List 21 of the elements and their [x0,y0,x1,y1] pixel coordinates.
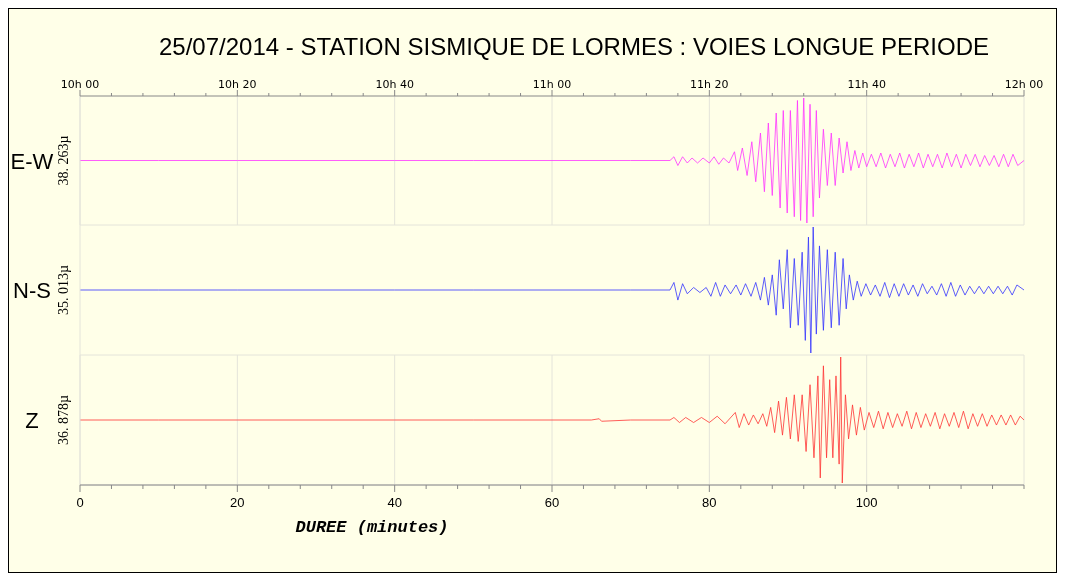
series-label: Z [25,408,39,433]
x-tick-label: 40 [387,495,402,510]
x-tick-label: 60 [544,495,560,510]
y-axis-title: 38. 263µ [56,135,71,186]
x2-tick-label: 12h 00 [1004,78,1044,91]
series-label: E-W [10,148,54,174]
y-axis-title: 36. 878µ [56,394,71,446]
series-label: N-S [13,278,51,303]
x-tick-label: 100 [855,495,878,510]
x2-tick-label: 11h 40 [847,78,886,91]
x2-tick-label: 10h 40 [375,78,414,91]
x-tick-label: 20 [230,495,245,510]
x2-tick-label: 11h 00 [532,78,572,91]
x-axis-title: DUREE (minutes) [295,518,449,537]
x-tick-label: 0 [76,495,84,510]
y-axis-title: 35. 013µ [56,264,71,316]
x2-tick-label: 10h 00 [60,78,100,91]
x2-tick-label: 10h 20 [218,78,257,91]
x-tick-label: 80 [702,495,717,510]
x2-tick-label: 11h 20 [690,78,729,91]
chart-title: 25/07/2014 - STATION SISMIQUE DE LORMES : VOIES LONGUE PERIODE [158,33,990,60]
